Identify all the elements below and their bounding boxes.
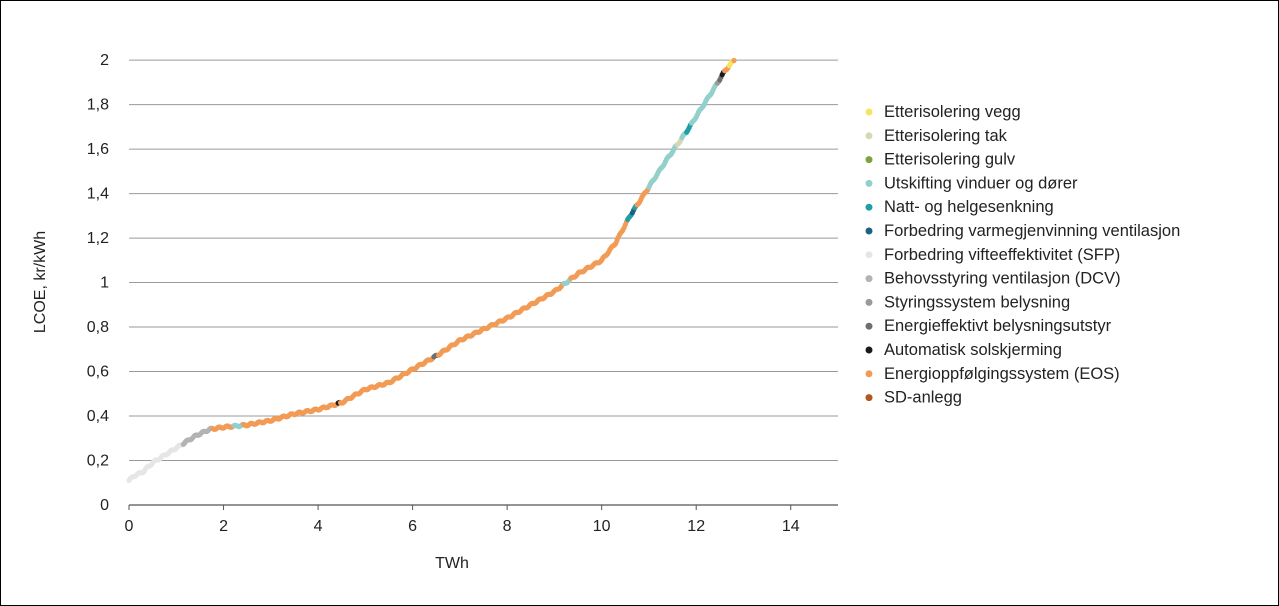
y-tick-label: 2 bbox=[100, 52, 109, 69]
legend-label: SD-anlegg bbox=[884, 389, 962, 407]
legend-label: Etterisolering tak bbox=[884, 127, 1008, 145]
legend-marker bbox=[865, 298, 873, 306]
y-tick-label: 1 bbox=[100, 275, 109, 292]
y-tick-label: 0,4 bbox=[87, 408, 109, 425]
legend-label: Energioppfølgingssystem (EOS) bbox=[884, 365, 1120, 383]
legend-marker bbox=[865, 203, 873, 211]
y-tick-label: 1,6 bbox=[87, 141, 109, 158]
legend-label: Energieffektivt belysningsutstyr bbox=[884, 317, 1112, 335]
legend-label: Etterisolering gulv bbox=[884, 151, 1016, 169]
legend-label: Styringssystem belysning bbox=[884, 293, 1070, 311]
legend-marker bbox=[865, 227, 873, 235]
x-tick-label: 0 bbox=[125, 518, 134, 535]
legend-label: Natt- og helgesenkning bbox=[884, 198, 1054, 216]
data-points bbox=[126, 57, 737, 484]
legend-marker bbox=[865, 251, 873, 259]
legend-label: Automatisk solskjerming bbox=[884, 341, 1062, 359]
legend-marker bbox=[865, 370, 873, 378]
x-tick-label: 8 bbox=[503, 518, 512, 535]
legend-marker bbox=[865, 322, 873, 330]
legend-marker bbox=[865, 179, 873, 187]
legend: Etterisolering vegg Etterisolering tak Ett… bbox=[865, 103, 1180, 407]
gridlines bbox=[128, 59, 838, 510]
y-tick-label: 0,2 bbox=[87, 453, 109, 470]
legend-marker bbox=[865, 132, 873, 140]
legend-label: Utskifting vinduer og dører bbox=[884, 174, 1078, 192]
y-tick-label: 0,6 bbox=[87, 364, 109, 381]
y-tick-label: 0,8 bbox=[87, 319, 109, 336]
tick-labels: 0 0,2 0,4 0,6 0,8 1 1,2 1,4 1,6 1,8 2 0 2 4 6 8 10 12 14 bbox=[87, 52, 800, 535]
legend-label: Forbedring varmegjenvinning ventilasjon bbox=[884, 222, 1180, 240]
y-tick-label: 1,8 bbox=[87, 97, 109, 114]
y-tick-label: 0 bbox=[100, 497, 109, 514]
legend-marker bbox=[865, 346, 873, 354]
legend-marker bbox=[865, 156, 873, 164]
y-tick-label: 1,4 bbox=[87, 186, 109, 203]
x-tick-label: 12 bbox=[687, 518, 705, 535]
y-axis-title: LCOE, kr/kWh bbox=[32, 231, 49, 333]
x-tick-label: 6 bbox=[408, 518, 417, 535]
x-tick-label: 2 bbox=[219, 518, 228, 535]
x-tick-label: 14 bbox=[782, 518, 800, 535]
legend-label: Etterisolering vegg bbox=[884, 103, 1021, 121]
y-tick-label: 1,2 bbox=[87, 230, 109, 247]
legend-label: Forbedring vifteeffektivitet (SFP) bbox=[884, 246, 1120, 264]
legend-label: Behovsstyring ventilasjon (DCV) bbox=[884, 270, 1121, 288]
data-point bbox=[731, 57, 737, 64]
legend-marker bbox=[865, 108, 873, 116]
legend-marker bbox=[865, 394, 873, 402]
x-tick-label: 4 bbox=[314, 518, 323, 535]
legend-marker bbox=[865, 275, 873, 283]
x-tick-label: 10 bbox=[593, 518, 611, 535]
x-axis-title: TWh bbox=[435, 555, 469, 572]
